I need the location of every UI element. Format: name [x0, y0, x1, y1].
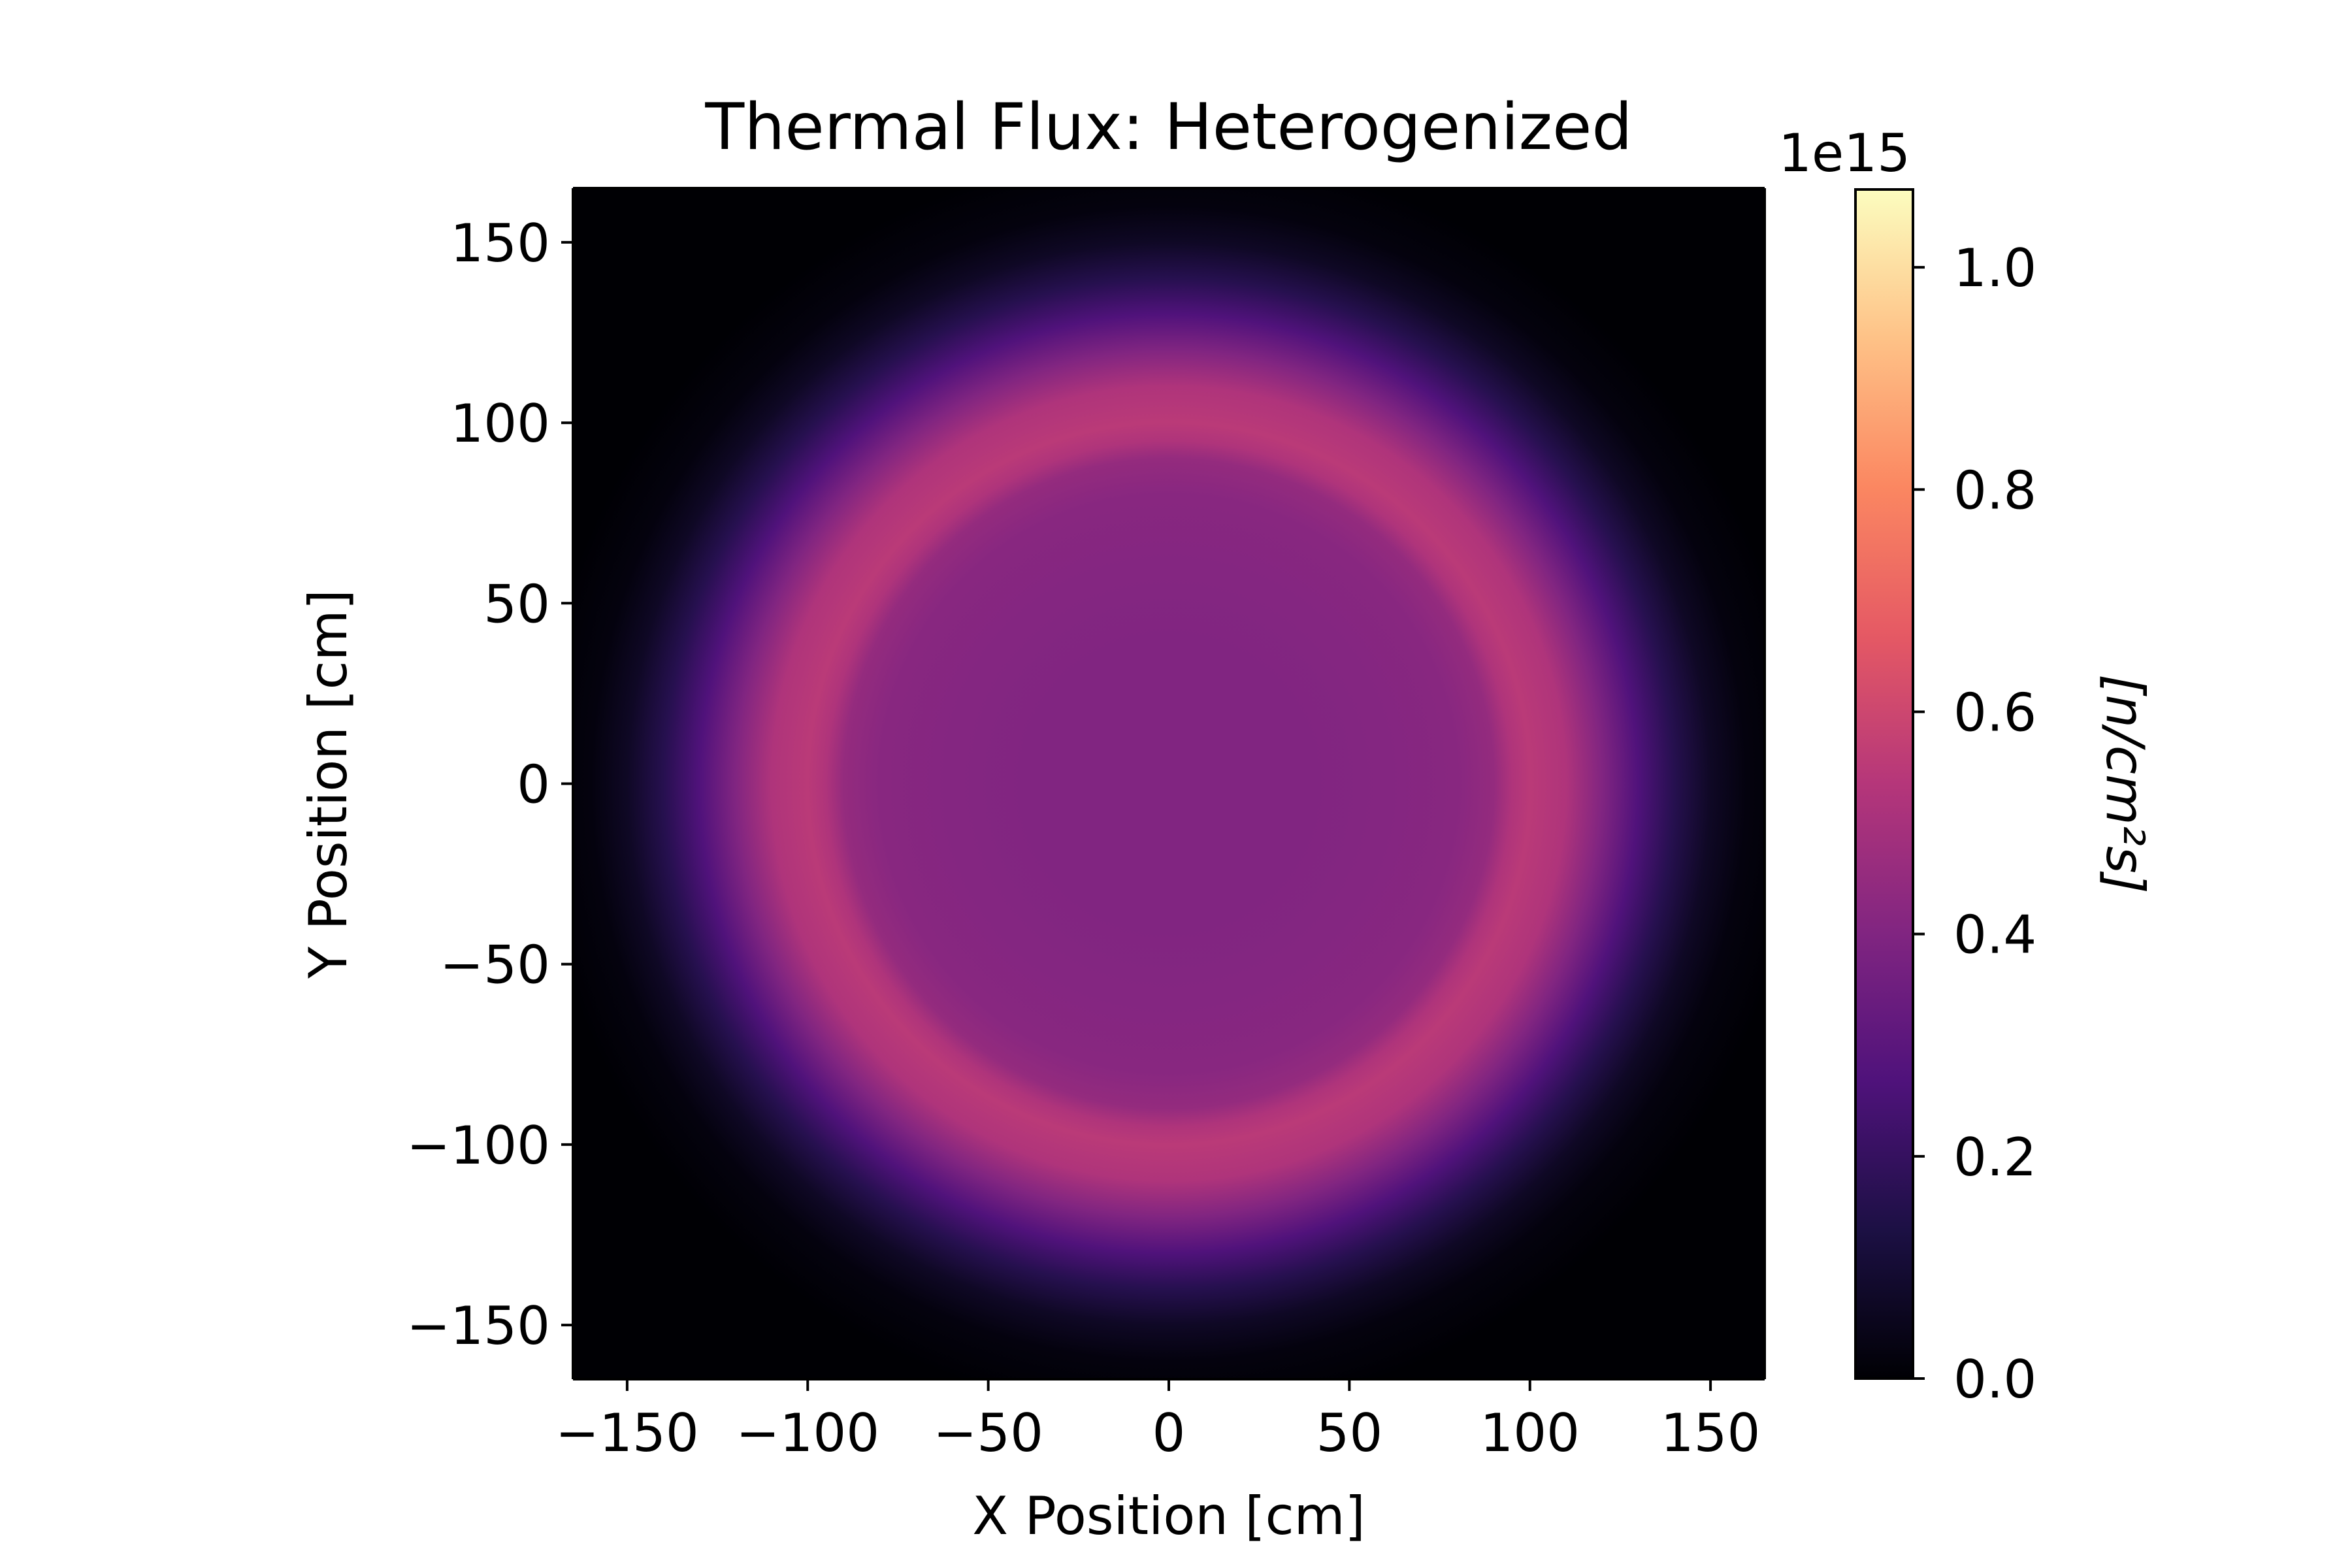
x-axis-label: X Position [cm]	[972, 1486, 1365, 1546]
x-axis: −150 −100 −50 0 50 100 150	[555, 187, 1765, 1463]
x-tick-label: 100	[1480, 1403, 1580, 1463]
colorbar-tick-label: 0.4	[1953, 905, 2036, 966]
colorbar-offset-text: 1e15	[1778, 123, 1910, 184]
x-tick-label: −150	[555, 1403, 699, 1463]
colorbar: 0.0 0.2 0.4 0.6 0.8 1.0 1e15 [n/cm²s]	[1778, 123, 2155, 1410]
y-tick-label: 100	[450, 393, 550, 454]
flux-heatmap	[573, 188, 1765, 1379]
x-tick-label: −50	[933, 1403, 1043, 1463]
colorbar-gradient	[1854, 188, 1914, 1380]
colorbar-tick-label: 0.0	[1953, 1349, 2036, 1410]
heatmap-plot-area	[573, 188, 1765, 1379]
colorbar-tick-label: 0.8	[1953, 460, 2036, 521]
chart-title: Thermal Flux: Heterogenized	[704, 90, 1632, 165]
y-tick-label: 0	[517, 755, 550, 815]
y-tick-label: −150	[406, 1296, 550, 1356]
y-tick-label: −50	[440, 935, 550, 996]
x-tick-label: −100	[736, 1403, 879, 1463]
y-tick-label: −100	[406, 1115, 550, 1176]
colorbar-tick-label: 0.2	[1953, 1127, 2036, 1188]
y-axis: −150 −100 −50 0 50 100 150	[406, 188, 1766, 1379]
colorbar-tick-label: 0.6	[1953, 682, 2036, 743]
x-tick-label: 150	[1661, 1403, 1761, 1463]
colorbar-tick-label: 1.0	[1953, 238, 2036, 299]
x-tick-label: 0	[1152, 1403, 1186, 1463]
y-tick-label: 150	[450, 213, 550, 274]
colorbar-label: [n/cm²s]	[2095, 674, 2155, 894]
y-tick-label: 50	[483, 574, 550, 634]
y-axis-label: Y Position [cm]	[298, 589, 359, 979]
colorbar-ticks: 0.0 0.2 0.4 0.6 0.8 1.0	[1913, 238, 2036, 1410]
x-tick-label: 50	[1316, 1403, 1382, 1463]
colorbar-label-text: [n/cm²s]	[2095, 674, 2155, 894]
